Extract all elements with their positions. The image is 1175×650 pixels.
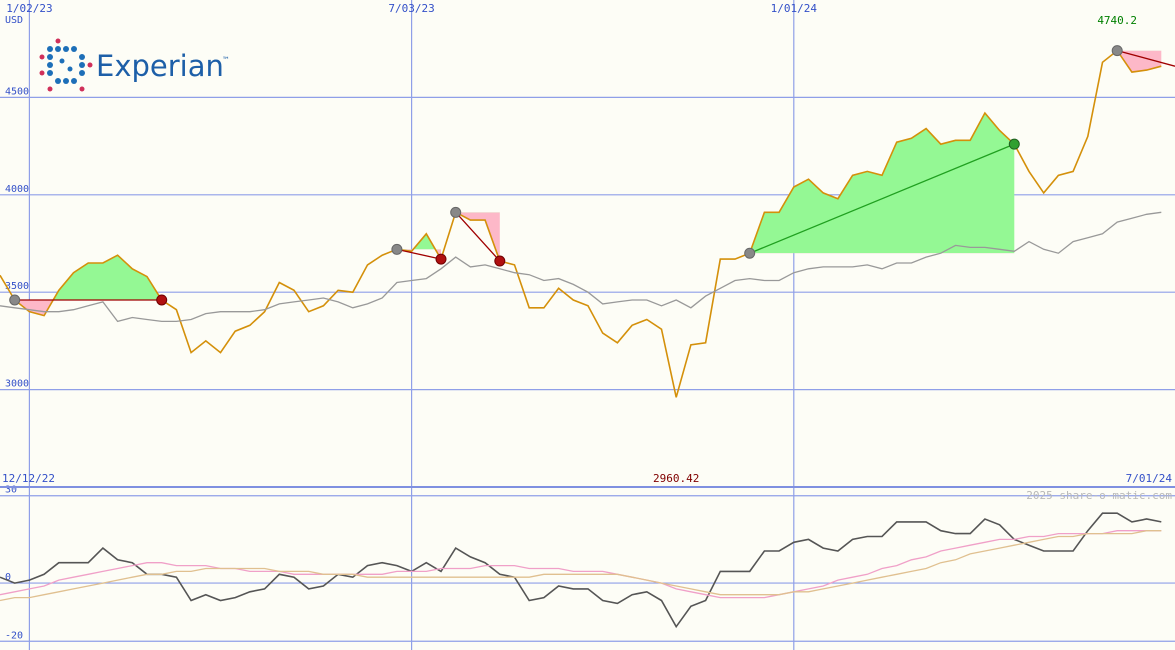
y-tick-label: 0: [5, 572, 11, 583]
series-line: [0, 49, 1162, 398]
trade-entry: [450, 206, 462, 218]
end-label: 7/01/24: [1126, 472, 1173, 485]
y-tick-label: 30: [5, 485, 17, 496]
trade-area: [396, 233, 441, 250]
trade-exit: [1008, 138, 1020, 150]
y-tick-label: 3000: [5, 379, 29, 390]
series-line: [0, 211, 1162, 323]
y-tick-label: 3500: [5, 281, 29, 292]
series-line: [0, 530, 1162, 599]
trade-line: [749, 143, 1015, 254]
trade-line: [455, 211, 501, 262]
start-label: 12/12/22: [2, 472, 55, 485]
trade-entry: [9, 294, 21, 306]
trade-area: [1117, 50, 1162, 73]
max-label: 4740.2: [1097, 14, 1137, 27]
min-label: 2960.42: [653, 472, 699, 485]
trade-exit: [494, 255, 506, 267]
logo-text: Experian: [96, 49, 224, 83]
trade-exit: [156, 294, 168, 306]
trade-entry: [1111, 45, 1123, 57]
trade-entry: [744, 247, 756, 259]
series-line: [0, 512, 1162, 629]
trade-entry: [391, 243, 403, 255]
series-line: [0, 530, 1162, 602]
trade-area: [455, 212, 500, 262]
trade-exit: [435, 253, 447, 265]
logo-mark: ™: [222, 56, 230, 65]
x-tick-label: 7/03/23: [388, 2, 434, 15]
logo: Experian ™: [39, 38, 230, 92]
watermark: 2025 share-o-matic.com: [1026, 489, 1172, 502]
x-tick-label: 1/02/23: [6, 2, 52, 15]
y-unit: USD: [5, 15, 23, 26]
y-tick-label: 4000: [5, 184, 29, 195]
trade-area: [749, 112, 1015, 254]
trade-area: [14, 299, 162, 316]
trade-line: [396, 248, 442, 260]
y-tick-label: -20: [5, 630, 23, 641]
trade-line: [1117, 49, 1175, 67]
x-tick-label: 1/01/24: [771, 2, 818, 15]
y-tick-label: 4500: [5, 86, 29, 97]
trade-area: [14, 255, 162, 300]
